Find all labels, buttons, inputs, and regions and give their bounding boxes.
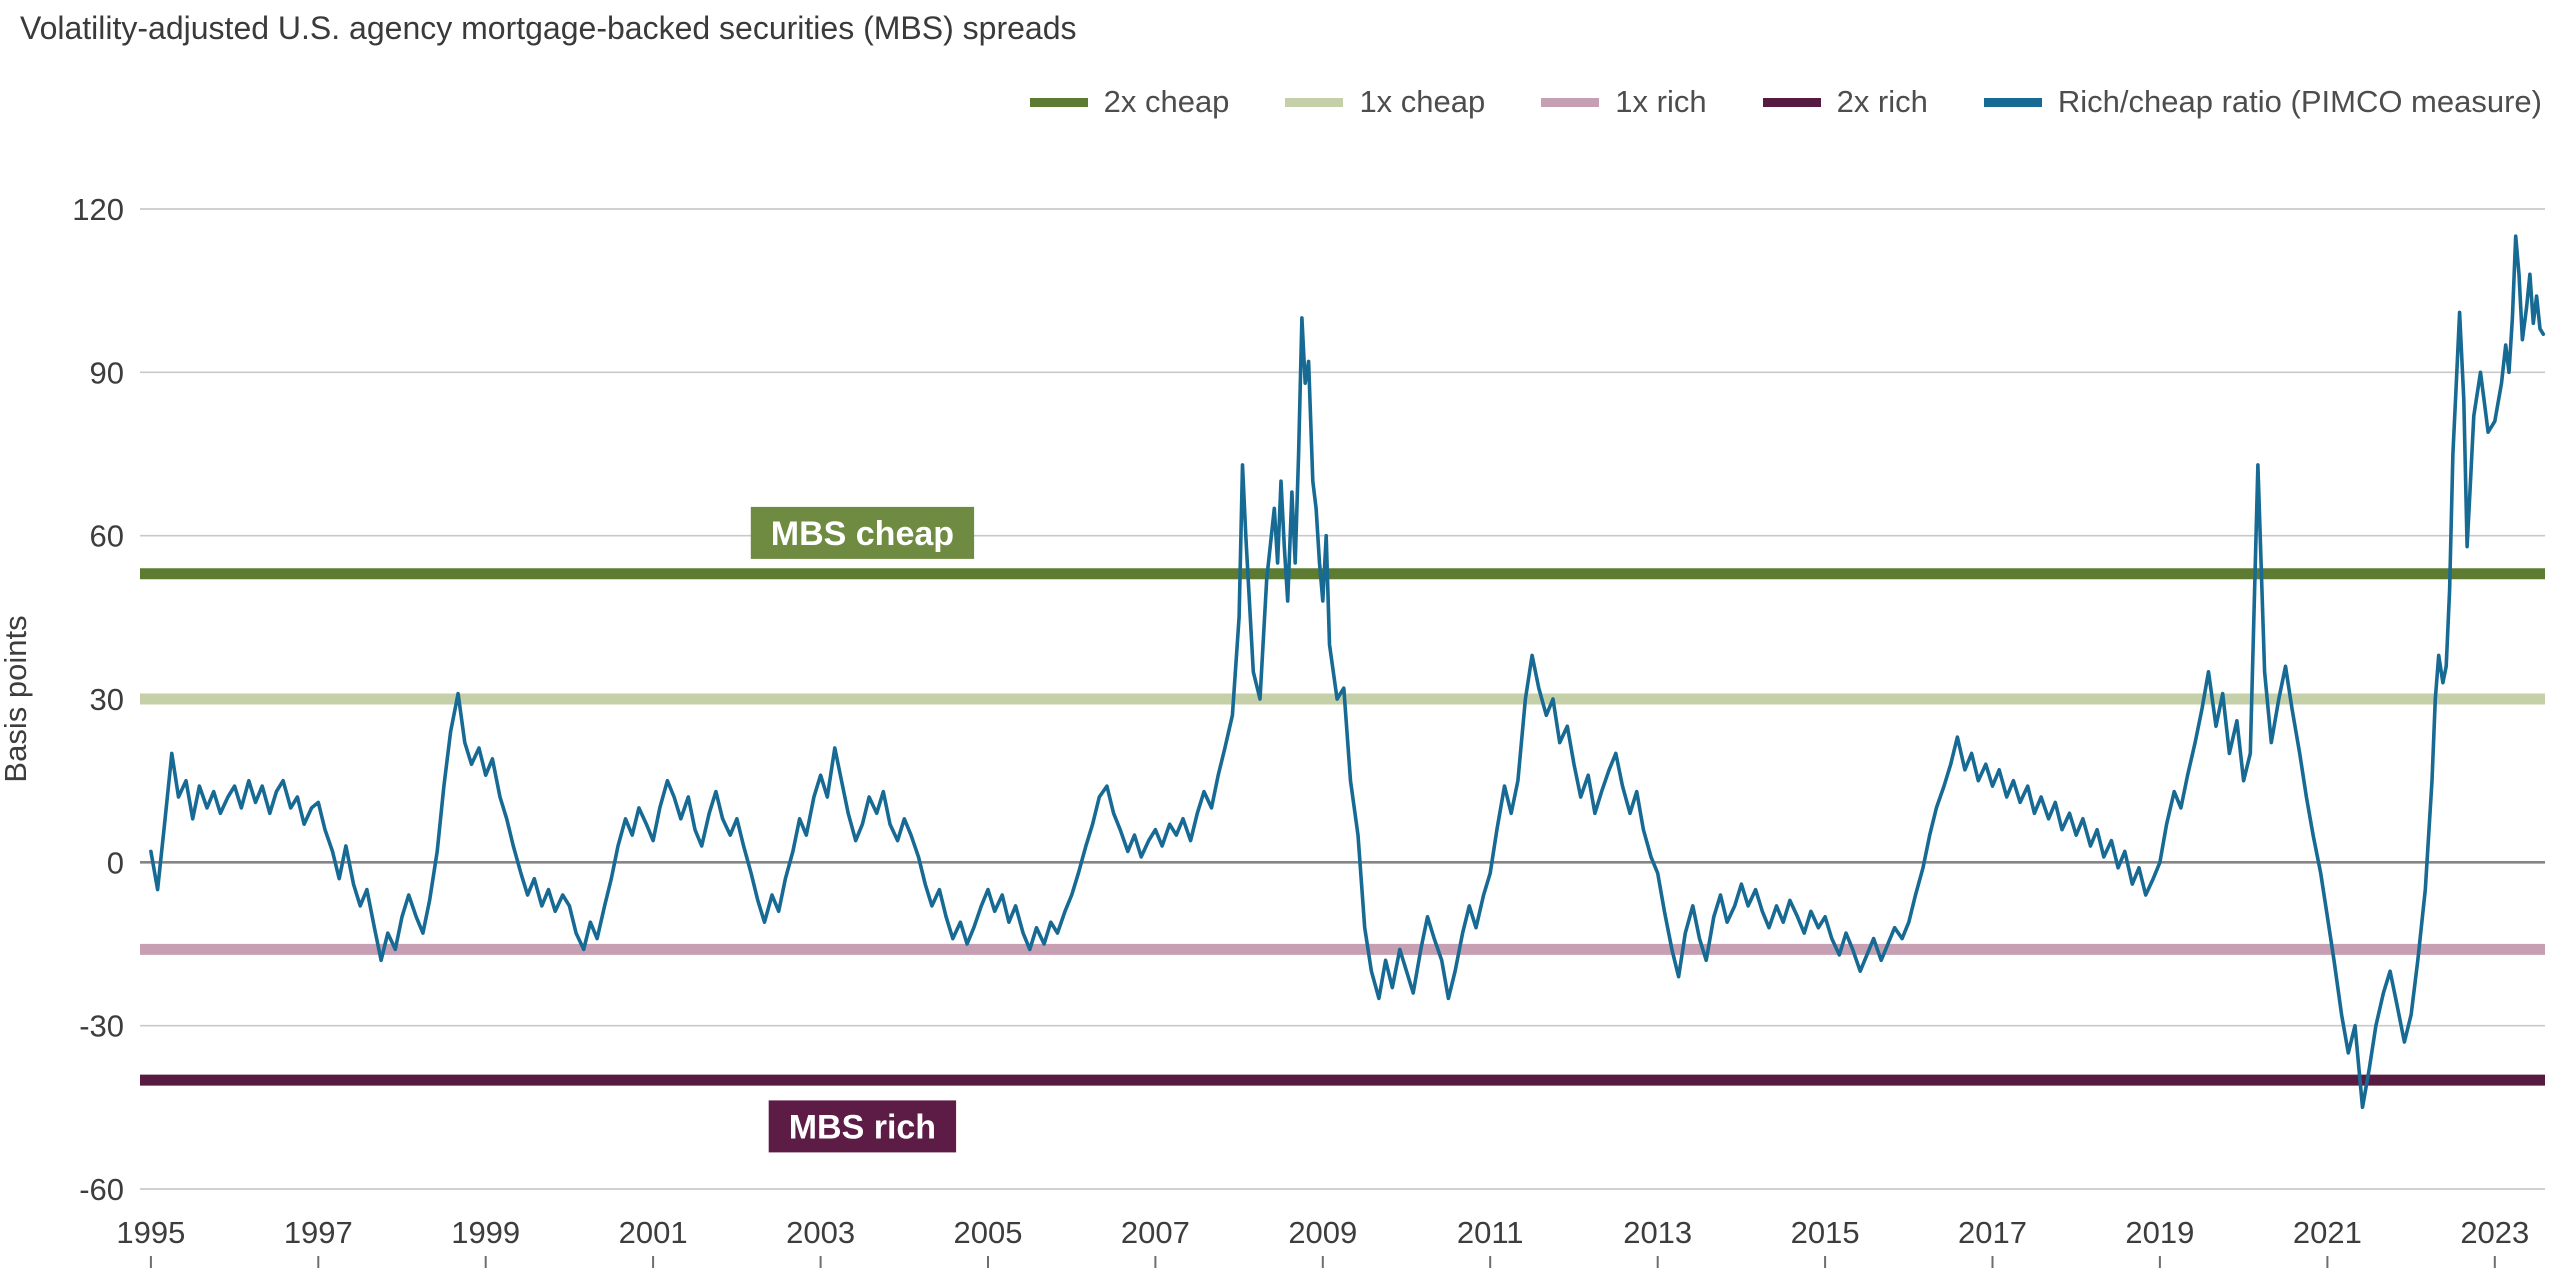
annotation-label: MBS rich <box>789 1108 936 1146</box>
annotation-mbs-cheap: MBS cheap <box>750 506 975 559</box>
x-tick-label: 1995 <box>116 1215 185 1250</box>
x-axis-tick-labels: 1995 1997 1999 2001 2003 2005 2007 2009 2011 2013… <box>116 1215 2529 1268</box>
legend-item-rich-cheap-ratio: Rich/cheap ratio (PIMCO measure) <box>1983 84 2542 120</box>
annotation-box <box>750 506 975 559</box>
x-tick-label: 2005 <box>954 1215 1023 1250</box>
reference-lines <box>140 568 2545 1086</box>
y-tick-label: 0 <box>107 845 124 880</box>
legend-swatch-2x-cheap <box>1029 97 1088 107</box>
x-tick-label: 2011 <box>1457 1215 1524 1250</box>
legend-swatch-1x-cheap <box>1285 97 1344 107</box>
y-tick-label: 90 <box>90 355 124 390</box>
y-tick-label: -30 <box>79 1009 124 1044</box>
series-line-rich-cheap-ratio <box>149 234 2546 1110</box>
legend-item-1x-rich: 1x rich <box>1541 84 1707 120</box>
x-tick-label: 2021 <box>2293 1215 2362 1250</box>
legend-label: 2x rich <box>1836 84 1928 119</box>
y-tick-label: -60 <box>79 1172 124 1207</box>
x-tick-label: 2009 <box>1288 1215 1357 1250</box>
annotation-mbs-rich: MBS rich <box>768 1100 957 1153</box>
annotation-label: MBS cheap <box>771 515 954 553</box>
x-tick-label: 2019 <box>2125 1215 2194 1250</box>
legend-swatch-1x-rich <box>1541 97 1600 107</box>
x-tick-label: 2001 <box>619 1215 688 1250</box>
y-tick-label: 30 <box>90 682 124 717</box>
legend: 2x cheap 1x cheap 1x rich 2x rich Rich/cheap… <box>1029 84 2542 120</box>
chart-area: -60 -30 0 30 60 90 120 1995 1997 1999 2001 2003 2005… <box>0 150 2560 1270</box>
x-tick-label: 2015 <box>1791 1215 1860 1250</box>
y-axis-tick-labels: -60 -30 0 30 60 90 120 <box>72 192 124 1207</box>
y-tick-label: 60 <box>90 519 124 554</box>
legend-item-1x-cheap: 1x cheap <box>1285 84 1485 120</box>
legend-swatch-2x-rich <box>1762 97 1821 107</box>
y-tick-label: 120 <box>72 192 124 227</box>
legend-item-2x-cheap: 2x cheap <box>1029 84 1230 120</box>
x-tick-label: 2013 <box>1623 1215 1692 1250</box>
x-tick-label: 2017 <box>1958 1215 2027 1250</box>
line-chart: -60 -30 0 30 60 90 120 1995 1997 1999 2001 2003 2005… <box>0 192 2546 1268</box>
x-tick-label: 2007 <box>1121 1215 1190 1250</box>
legend-swatch-rich-cheap-ratio <box>1983 97 2042 107</box>
legend-label: 2x cheap <box>1103 84 1230 119</box>
x-tick-label: 2003 <box>786 1215 855 1250</box>
y-axis-title: Basis points <box>0 615 33 782</box>
legend-label: 1x cheap <box>1359 84 1486 119</box>
legend-label: 1x rich <box>1615 84 1707 119</box>
legend-label: Rich/cheap ratio (PIMCO measure) <box>2057 84 2542 119</box>
annotation-box <box>768 1100 957 1153</box>
x-tick-label: 1997 <box>284 1215 353 1250</box>
legend-item-2x-rich: 2x rich <box>1762 84 1928 120</box>
x-tick-label: 2023 <box>2460 1215 2529 1250</box>
page-title: Volatility-adjusted U.S. agency mortgage… <box>20 10 1077 46</box>
x-tick-label: 1999 <box>451 1215 520 1250</box>
